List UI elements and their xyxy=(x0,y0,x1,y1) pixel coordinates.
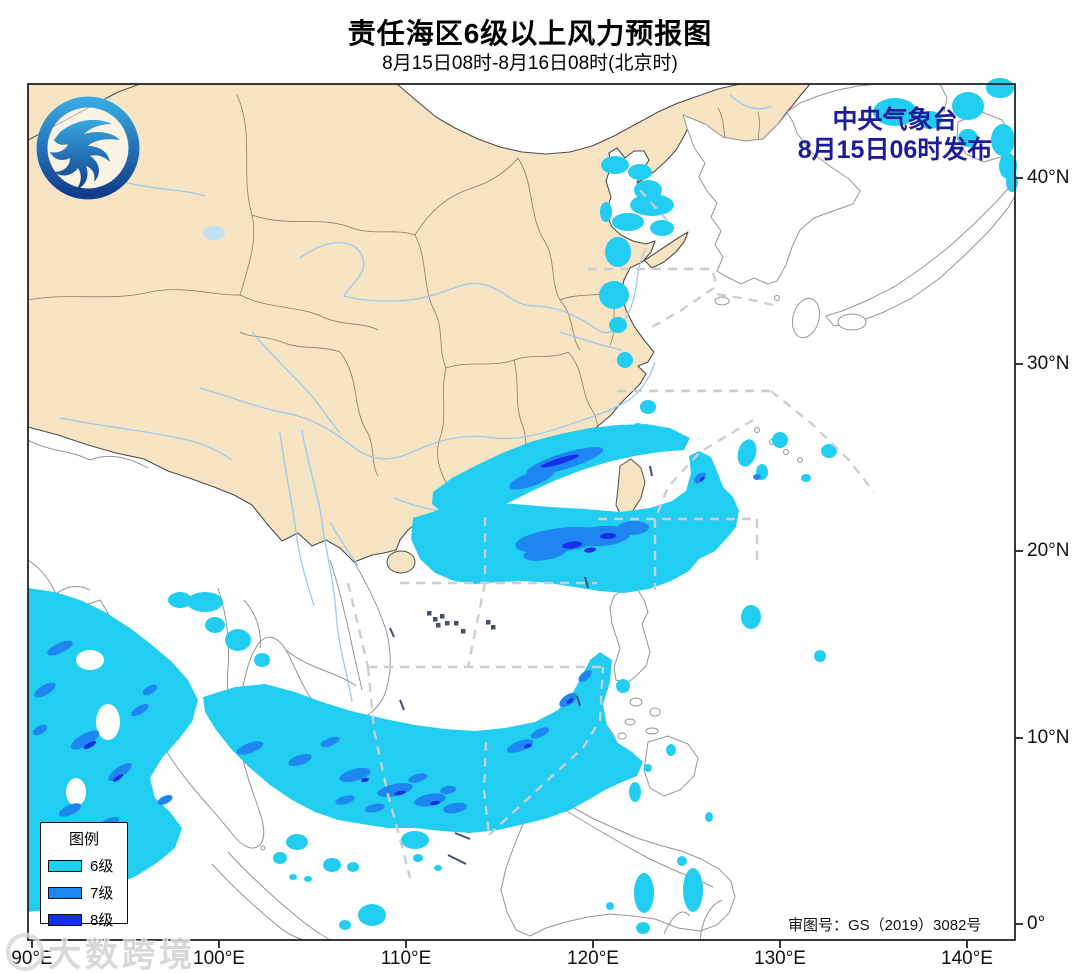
level6-label: 6级 xyxy=(90,858,114,875)
level7-swatch xyxy=(48,886,82,899)
legend-item-level7: 7级 xyxy=(48,882,127,903)
wind-area-level7 xyxy=(32,447,761,828)
issuer-name: 中央气象台 xyxy=(832,106,958,134)
issuer-block: 中央气象台 8月15日06时发布 xyxy=(760,105,1030,165)
lon-label-90e: 90°E xyxy=(11,948,53,969)
lat-label-30n: 30°N xyxy=(1027,353,1070,374)
wind-area-level8 xyxy=(83,454,705,806)
china-landmass xyxy=(27,83,811,574)
sea-zone-boundaries xyxy=(346,189,875,879)
lat-label-20n: 20°N xyxy=(1027,540,1070,561)
map-frame xyxy=(27,83,1023,948)
reef-marks xyxy=(389,465,653,865)
level8-label: 8级 xyxy=(90,912,114,929)
lon-label-100e: 100°E xyxy=(193,948,245,969)
level6-swatch xyxy=(48,859,82,872)
legend-item-level6: 6级 xyxy=(48,855,127,876)
legend-box: 图例 6级 7级 8级 xyxy=(40,822,128,929)
legend-title: 图例 xyxy=(68,831,99,848)
taiwan-island xyxy=(615,458,646,519)
issue-time: 8月15日06时发布 xyxy=(797,136,993,164)
level8-swatch xyxy=(48,913,82,926)
foreign-coastlines xyxy=(27,83,1016,941)
lon-label-130e: 130°E xyxy=(754,948,806,969)
qinghai-lake xyxy=(203,226,225,240)
map-approval-number: 审图号：GS（2019）3082号 xyxy=(788,917,982,934)
lat-label-0: 0° xyxy=(1027,913,1046,934)
legend-item-level8: 8级 xyxy=(48,909,127,930)
lon-label-140e: 140°E xyxy=(941,948,993,969)
lon-label-120e: 120°E xyxy=(567,948,619,969)
hainan-island xyxy=(386,550,416,574)
level7-label: 7级 xyxy=(90,885,114,902)
page-subtitle: 8月15日08时-8月16日08时(北京时) xyxy=(382,53,678,74)
cma-logo-icon xyxy=(36,96,140,200)
lon-label-110e: 110°E xyxy=(380,948,432,969)
page-title: 责任海区6级以上风力预报图 xyxy=(347,18,713,49)
lat-label-40n: 40°N xyxy=(1027,167,1070,188)
lat-label-10n: 10°N xyxy=(1027,727,1070,748)
wind-area-gaps xyxy=(66,650,120,806)
